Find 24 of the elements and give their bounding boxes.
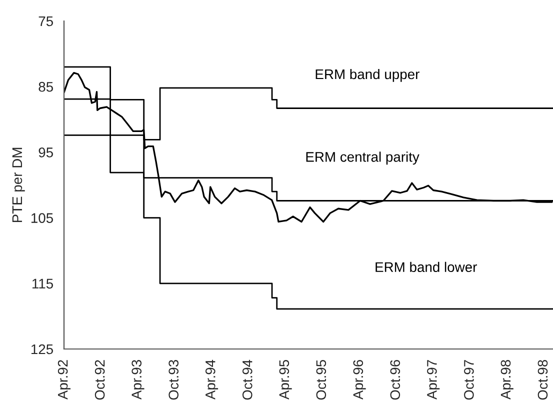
y-tick-label: 125	[31, 344, 54, 354]
x-tick-label: Apr.97	[427, 360, 440, 400]
y-tick-label: 75	[38, 16, 54, 26]
text: ERM band lower	[376, 262, 477, 272]
x-tick-label: Apr.94	[205, 360, 218, 400]
x-tick-label: Oct.96	[390, 360, 400, 400]
y-axis-title: PTE per DM	[12, 148, 25, 222]
x-tick-label: Oct.95	[316, 360, 326, 400]
x-tick-label: Apr.92	[58, 360, 70, 400]
x-tick-label: Oct.92	[94, 360, 105, 400]
x-tick-label: Oct.93	[168, 360, 179, 400]
x-tick-label: Oct.98	[538, 360, 548, 400]
x-tick-label: Oct.94	[242, 360, 252, 400]
y-tick-label: 115	[32, 278, 54, 289]
x-tick-label: Apr.96	[353, 360, 366, 400]
y-tick-label: 105	[31, 213, 54, 223]
x-tick-label: Oct.97	[464, 360, 474, 400]
y-tick-label: 85	[38, 82, 54, 92]
x-tick-label: Apr.98	[500, 360, 514, 400]
series-label: ERM band upper	[316, 68, 420, 82]
x-tick-label: Apr.95	[279, 360, 292, 400]
text: ERM central parity	[306, 152, 420, 165]
x-tick-label: Apr.93	[132, 360, 144, 400]
y-tick-label: 95	[38, 148, 54, 158]
